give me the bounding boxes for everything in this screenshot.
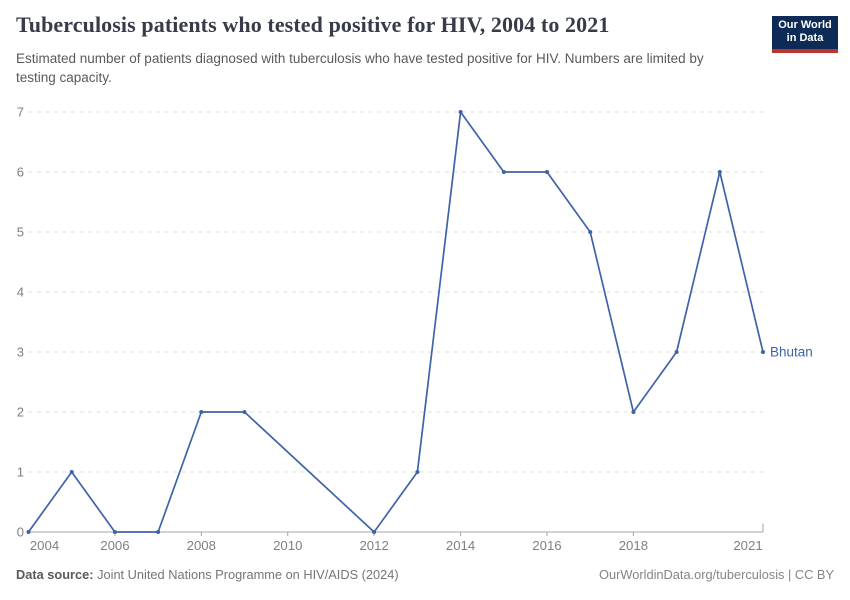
data-source: Data source: Joint United Nations Progra… <box>16 567 399 582</box>
data-point[interactable] <box>501 170 506 174</box>
data-point[interactable] <box>372 530 377 534</box>
y-axis-tick-label: 4 <box>17 285 24 300</box>
chart-footer: Data source: Joint United Nations Progra… <box>16 567 834 582</box>
x-axis-tick-label: 2006 <box>100 538 129 553</box>
chart-title: Tuberculosis patients who tested positiv… <box>16 12 610 37</box>
y-axis-tick-label: 6 <box>17 165 24 180</box>
y-axis-tick-label: 1 <box>17 465 24 480</box>
data-point[interactable] <box>199 410 204 414</box>
data-point[interactable] <box>588 230 593 234</box>
data-source-label: Data source: <box>16 567 94 582</box>
x-axis-tick-label: 2016 <box>532 538 561 553</box>
data-point[interactable] <box>458 110 463 114</box>
data-point[interactable] <box>26 530 31 534</box>
owid-logo-line2: in Data <box>786 32 824 45</box>
x-axis-tick-label: 2010 <box>273 538 302 553</box>
owid-logo[interactable]: Our World in Data <box>772 16 838 54</box>
series-line-bhutan[interactable] <box>27 111 764 533</box>
x-axis-tick-label: 2012 <box>359 538 388 553</box>
data-point[interactable] <box>415 470 420 474</box>
y-axis-tick-label: 2 <box>17 405 24 420</box>
footer-link[interactable]: OurWorldinData.org/tuberculosis | CC BY <box>599 567 834 582</box>
x-axis-tick-label: 2004 <box>30 538 59 553</box>
data-point[interactable] <box>717 170 722 174</box>
data-point[interactable] <box>761 350 765 354</box>
chart-subtitle: Estimated number of patients diagnosed w… <box>16 51 704 85</box>
series-label-bhutan[interactable]: Bhutan <box>770 345 813 360</box>
x-axis-tick-label: 2021 <box>733 538 762 553</box>
data-point[interactable] <box>112 530 117 534</box>
x-axis-tick-label: 2014 <box>446 538 475 553</box>
y-axis-tick-label: 3 <box>17 345 24 360</box>
x-axis-tick-label: 2008 <box>187 538 216 553</box>
data-point[interactable] <box>156 530 161 534</box>
y-axis-tick-label: 7 <box>17 105 24 120</box>
data-point[interactable] <box>69 470 74 474</box>
data-point[interactable] <box>631 410 636 414</box>
data-point[interactable] <box>674 350 679 354</box>
data-point[interactable] <box>545 170 549 174</box>
x-axis-tick-label: 2018 <box>619 538 648 553</box>
data-source-text: Joint United Nations Programme on HIV/AI… <box>93 567 399 582</box>
y-axis-tick-label: 0 <box>17 525 24 540</box>
y-axis-tick-label: 5 <box>17 225 24 240</box>
owid-logo-line1: Our World <box>778 19 832 31</box>
data-point[interactable] <box>242 410 247 414</box>
